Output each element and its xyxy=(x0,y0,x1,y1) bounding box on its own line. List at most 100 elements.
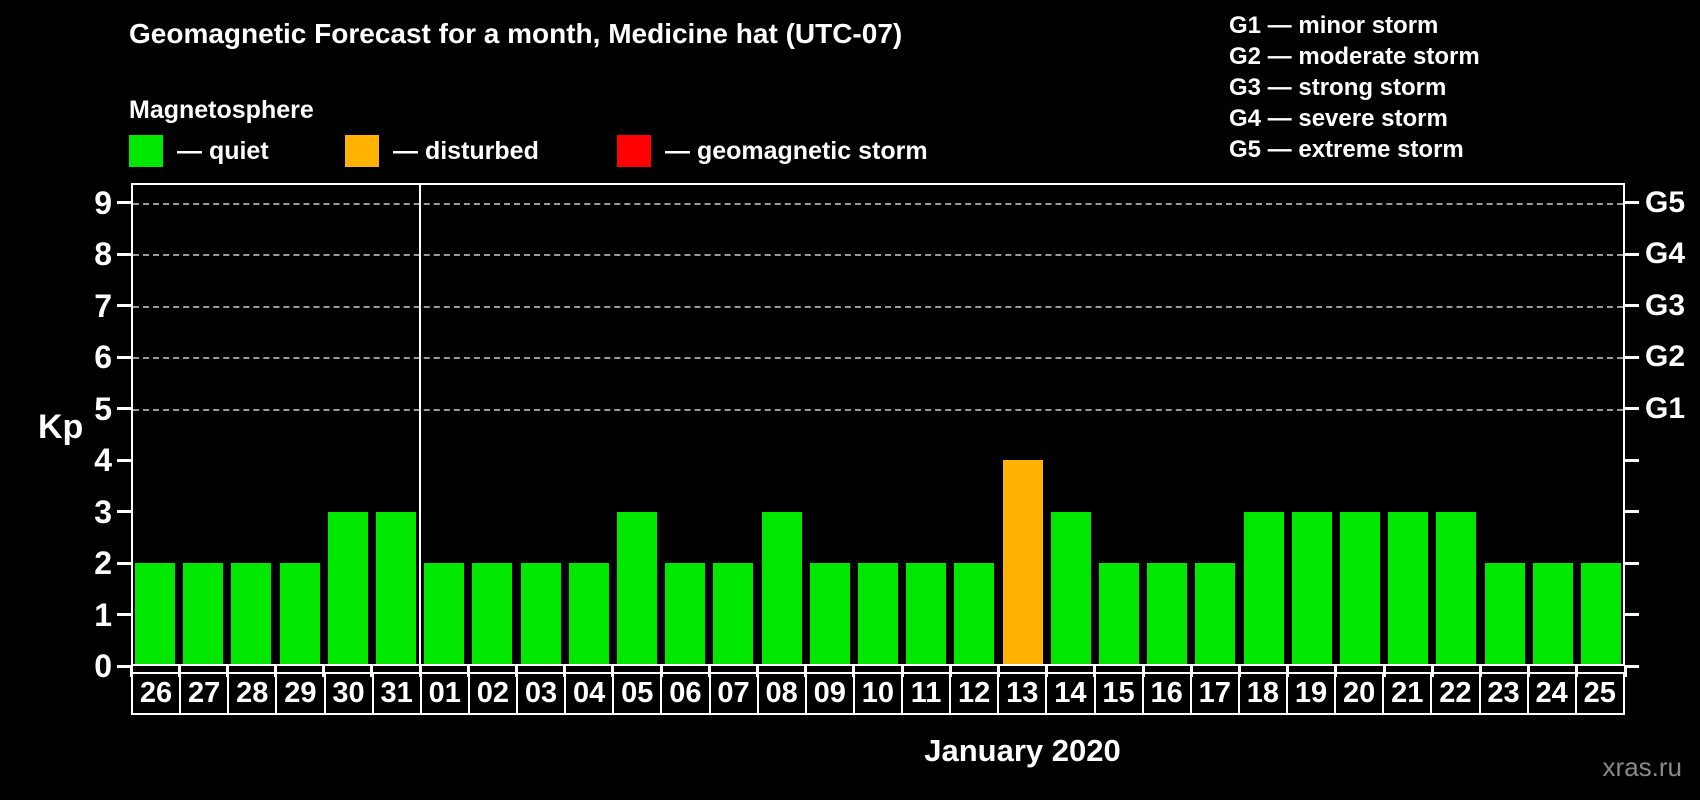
legend-label-disturbed: — disturbed xyxy=(393,136,539,165)
gridline-kp6 xyxy=(133,357,1623,360)
bottom-tick-2 xyxy=(225,666,229,677)
day-label-31: 31 xyxy=(371,672,422,715)
quiet-swatch-icon xyxy=(129,135,163,167)
legend-label-storm: — geomagnetic storm xyxy=(665,136,928,165)
day-label-21: 21 xyxy=(1382,672,1433,715)
storm-scale-g2: G2 — moderate storm xyxy=(1229,43,1480,70)
bottom-tick-26 xyxy=(1382,666,1386,677)
gridline-kp8 xyxy=(133,254,1623,257)
bar-day-24 xyxy=(1532,563,1573,664)
bottom-tick-14 xyxy=(804,666,808,677)
day-label-01: 01 xyxy=(419,672,470,715)
plot-area xyxy=(131,183,1625,666)
bar-day-14 xyxy=(1050,511,1091,664)
legend-title: Magnetosphere xyxy=(129,96,314,124)
day-label-20: 20 xyxy=(1334,672,1385,715)
bottom-tick-21 xyxy=(1141,666,1145,677)
left-tick-kp1 xyxy=(117,613,131,616)
y-tick-label-2: 2 xyxy=(94,545,112,581)
bottom-tick-20 xyxy=(1093,666,1097,677)
bottom-tick-17 xyxy=(948,666,952,677)
y-tick-label-0: 0 xyxy=(94,648,112,684)
day-label-29: 29 xyxy=(275,672,326,715)
left-tick-kp6 xyxy=(117,355,131,359)
bottom-tick-1 xyxy=(177,666,181,677)
legend-item-storm: — geomagnetic storm xyxy=(617,134,928,168)
bar-day-08 xyxy=(761,511,802,664)
storm-scale-g1: G1 — minor storm xyxy=(1229,12,1439,39)
right-axis-label-g3: G3 xyxy=(1645,288,1686,322)
bar-day-15 xyxy=(1098,563,1139,664)
month-separator-line xyxy=(419,185,422,664)
bottom-tick-0 xyxy=(129,666,133,677)
right-axis-label-g5: G5 xyxy=(1645,185,1686,219)
y-tick-label-5: 5 xyxy=(94,390,112,427)
day-label-22: 22 xyxy=(1430,672,1481,715)
bar-day-13 xyxy=(1002,460,1043,664)
left-tick-kp8 xyxy=(117,252,131,256)
storm-scale-g5: G5 — extreme storm xyxy=(1229,136,1464,163)
right-tick-kp8 xyxy=(1625,252,1639,256)
day-label-12: 12 xyxy=(949,672,1000,715)
y-tick-label-9: 9 xyxy=(94,184,112,221)
left-tick-kp0 xyxy=(117,664,131,668)
y-tick-label-8: 8 xyxy=(94,236,112,273)
storm-swatch-icon xyxy=(617,135,651,167)
bottom-tick-22 xyxy=(1189,666,1193,677)
bar-day-09 xyxy=(809,563,850,664)
day-label-10: 10 xyxy=(852,672,903,715)
gridline-kp7 xyxy=(133,305,1623,308)
bottom-tick-15 xyxy=(852,666,856,677)
right-axis-label-g2: G2 xyxy=(1645,340,1686,374)
day-label-05: 05 xyxy=(612,672,663,715)
bar-day-12 xyxy=(954,563,995,664)
bar-day-29 xyxy=(279,563,320,664)
x-axis-day-labels: 26 27 28 29 30 31 01 02 03 04 05 06 07 08 09 10 11 12 13 14… xyxy=(131,672,1625,715)
day-label-15: 15 xyxy=(1093,672,1144,715)
bottom-tick-28 xyxy=(1478,666,1482,677)
left-tick-kp3 xyxy=(117,510,131,514)
right-tick-kp1 xyxy=(1625,613,1639,616)
y-tick-label-3: 3 xyxy=(94,493,112,530)
right-tick-kp0 xyxy=(1625,664,1639,668)
day-label-06: 06 xyxy=(660,672,711,715)
left-tick-kp7 xyxy=(117,304,131,308)
bottom-tick-4 xyxy=(322,666,326,677)
day-label-24: 24 xyxy=(1526,672,1577,715)
bar-day-18 xyxy=(1243,511,1284,664)
gridline-kp9 xyxy=(133,202,1623,205)
bottom-tick-23 xyxy=(1237,666,1241,677)
day-label-09: 09 xyxy=(804,672,855,715)
bar-day-22 xyxy=(1436,511,1477,664)
y-tick-label-7: 7 xyxy=(94,287,112,324)
bar-day-31 xyxy=(376,511,417,664)
bar-day-10 xyxy=(858,563,898,664)
y-tick-label-6: 6 xyxy=(94,339,112,376)
bar-day-04 xyxy=(568,563,609,664)
bottom-tick-8 xyxy=(515,666,519,677)
x-axis-month-label: January 2020 xyxy=(924,733,1121,768)
bottom-tick-25 xyxy=(1334,666,1338,677)
day-label-07: 07 xyxy=(708,672,759,715)
right-tick-kp2 xyxy=(1625,561,1639,565)
bottom-tick-24 xyxy=(1286,666,1290,677)
legend-label-quiet: — quiet xyxy=(177,136,269,165)
bar-day-17 xyxy=(1195,563,1236,664)
bar-day-26 xyxy=(135,563,176,664)
day-label-13: 13 xyxy=(997,672,1048,715)
right-tick-kp6 xyxy=(1625,355,1639,359)
bottom-tick-29 xyxy=(1527,666,1531,677)
bar-day-06 xyxy=(665,563,706,664)
bottom-tick-9 xyxy=(563,666,567,677)
left-tick-kp2 xyxy=(117,561,131,565)
right-tick-kp3 xyxy=(1625,510,1639,514)
bar-day-21 xyxy=(1388,511,1429,664)
day-label-26: 26 xyxy=(131,672,182,715)
chart-title: Geomagnetic Forecast for a month, Medici… xyxy=(129,18,903,49)
bar-day-16 xyxy=(1147,563,1188,664)
day-label-19: 19 xyxy=(1286,672,1337,715)
day-label-11: 11 xyxy=(901,672,952,715)
day-label-14: 14 xyxy=(1045,672,1096,715)
bar-day-05 xyxy=(617,511,658,664)
